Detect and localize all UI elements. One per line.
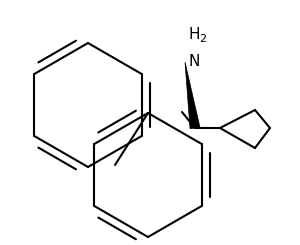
Polygon shape	[185, 62, 200, 129]
Text: N: N	[189, 54, 200, 69]
Text: H: H	[189, 27, 200, 42]
Text: 2: 2	[199, 34, 206, 44]
